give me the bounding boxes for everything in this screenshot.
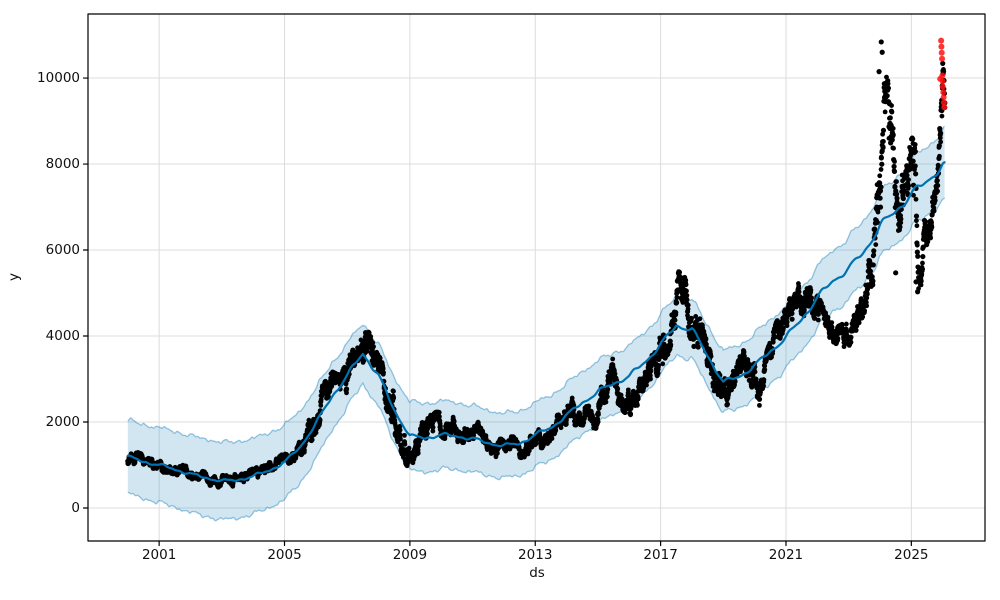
y-tick-label: 6000 xyxy=(45,242,80,259)
y-tick-label: 0 xyxy=(71,499,80,516)
x-tick-label: 2017 xyxy=(643,547,678,563)
x-tick-label: 2013 xyxy=(518,547,553,563)
x-tick-label: 2009 xyxy=(392,547,428,563)
x-tick-label: 2005 xyxy=(267,547,302,563)
x-axis-label: ds xyxy=(529,565,545,581)
y-tick-label: 10000 xyxy=(37,70,80,87)
x-tick-label: 2025 xyxy=(894,547,929,563)
x-tick-label: 2021 xyxy=(768,547,804,563)
y-tick-label: 8000 xyxy=(45,156,80,173)
y-tick-label: 2000 xyxy=(45,413,80,430)
x-tick-label: 2001 xyxy=(141,547,177,563)
y-axis-label: y xyxy=(6,273,22,281)
y-tick-label: 4000 xyxy=(45,328,80,344)
